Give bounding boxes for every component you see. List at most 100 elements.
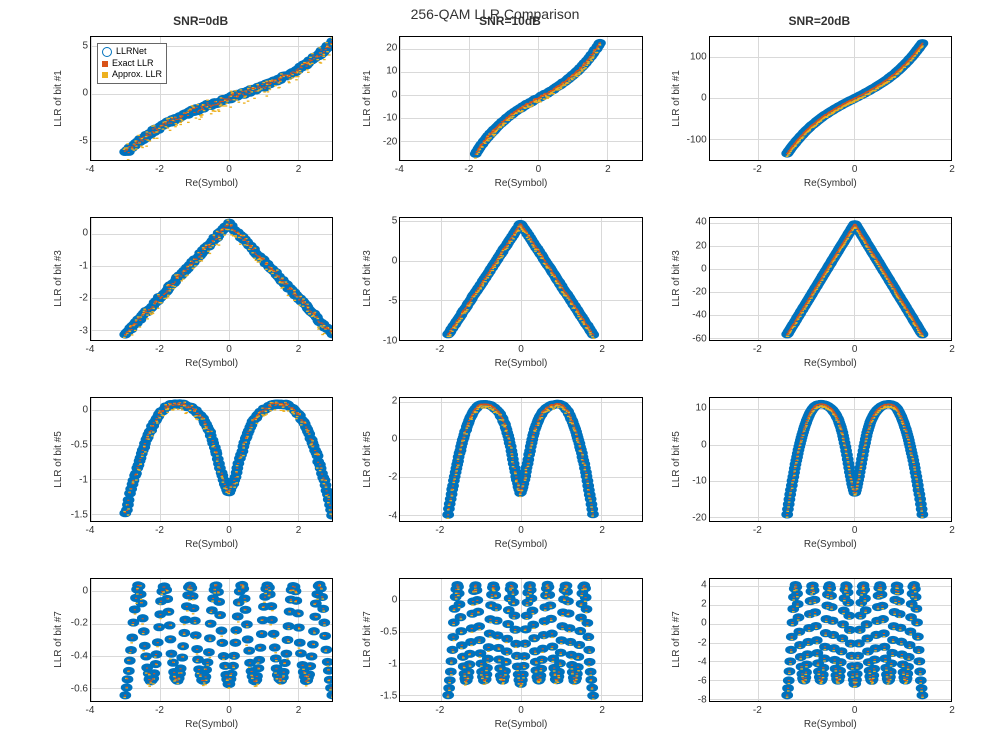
y-tick-label: -0.4 xyxy=(48,651,88,662)
legend-label: Exact LLR xyxy=(112,58,154,70)
y-tick-label: -3 xyxy=(48,326,88,337)
y-tick-label: 0 xyxy=(48,585,88,596)
legend-label: LLRNet xyxy=(116,46,147,58)
series-exact-llr xyxy=(124,221,332,335)
y-tick-label: -20 xyxy=(357,136,397,147)
legend-label: Approx. LLR xyxy=(112,69,162,81)
x-tick-label: -2 xyxy=(155,164,164,175)
y-tick-label: -10 xyxy=(357,113,397,124)
y-tick-label: -6 xyxy=(667,675,707,686)
y-tick-label: 0 xyxy=(667,618,707,629)
x-axis-label: Re(Symbol) xyxy=(399,358,642,369)
x-tick-label: 2 xyxy=(599,344,605,355)
x-axis-label: Re(Symbol) xyxy=(90,539,333,550)
y-tick-label: 5 xyxy=(357,215,397,226)
x-axis-label: Re(Symbol) xyxy=(399,719,642,730)
gridline-vertical xyxy=(951,218,952,341)
plot-area xyxy=(709,217,952,342)
subplot-grid: SNR=0dBLLR of bit #1LLRNetExact LLRAppro… xyxy=(60,32,960,732)
y-tick-label: 0 xyxy=(48,227,88,238)
panel-r1-c2: SNR=10dBLLR of bit #1-4-202-20-1001020Re… xyxy=(369,32,650,191)
x-tick-label: 2 xyxy=(296,164,302,175)
x-tick-label: 0 xyxy=(226,164,232,175)
y-tick-label: -0.5 xyxy=(357,626,397,637)
y-tick-label: -4 xyxy=(357,510,397,521)
series-llrnet xyxy=(122,402,333,518)
y-tick-label: -4 xyxy=(667,656,707,667)
x-tick-label: 0 xyxy=(518,705,524,716)
y-tick-label: 40 xyxy=(667,217,707,228)
plot-area xyxy=(399,578,642,703)
column-title: SNR=0dB xyxy=(60,14,341,28)
x-tick-label: 2 xyxy=(599,705,605,716)
y-tick-label: 4 xyxy=(667,580,707,591)
legend: LLRNetExact LLRApprox. LLR xyxy=(97,43,167,84)
gridline-vertical xyxy=(951,398,952,521)
y-tick-label: -20 xyxy=(667,512,707,523)
x-tick-label: 0 xyxy=(852,525,858,536)
y-tick-label: -100 xyxy=(667,134,707,145)
panel-r1-c1: SNR=0dBLLR of bit #1LLRNetExact LLRAppro… xyxy=(60,32,341,191)
x-tick-label: 0 xyxy=(226,344,232,355)
plot-area xyxy=(90,397,333,522)
x-tick-label: 0 xyxy=(852,705,858,716)
x-tick-label: 2 xyxy=(296,525,302,536)
scatter-svg xyxy=(400,398,641,521)
y-tick-label: 20 xyxy=(357,42,397,53)
y-tick-label: 0 xyxy=(357,434,397,445)
y-axis-label: LLR of bit #3 xyxy=(671,217,683,342)
series-llrnet xyxy=(122,220,333,335)
legend-item: LLRNet xyxy=(102,46,162,58)
plot-area xyxy=(399,36,642,161)
y-tick-label: 10 xyxy=(667,402,707,413)
y-tick-label: -1.5 xyxy=(357,690,397,701)
y-tick-label: 0 xyxy=(667,439,707,450)
legend-swatch-dot-icon xyxy=(102,61,108,67)
legend-swatch-dot-icon xyxy=(102,72,108,78)
y-tick-label: 0 xyxy=(357,255,397,266)
panel-r4-c3: LLR of bit #7-202-8-6-4-2024Re(Symbol) xyxy=(679,574,960,733)
plot-area xyxy=(709,397,952,522)
x-tick-label: 2 xyxy=(949,344,955,355)
x-tick-label: 2 xyxy=(296,705,302,716)
x-tick-label: -2 xyxy=(753,525,762,536)
column-title: SNR=20dB xyxy=(679,14,960,28)
legend-swatch-circle-icon xyxy=(102,47,112,57)
series-llrnet xyxy=(783,402,925,516)
series-exact-llr xyxy=(786,223,923,334)
x-axis-label: Re(Symbol) xyxy=(709,178,952,189)
y-tick-label: -1 xyxy=(357,658,397,669)
plot-area xyxy=(399,217,642,342)
scatter-svg xyxy=(400,218,641,341)
scatter-svg xyxy=(91,218,332,341)
y-tick-label: 5 xyxy=(48,40,88,51)
y-axis-label: LLR of bit #5 xyxy=(52,397,64,522)
x-tick-label: -2 xyxy=(464,164,473,175)
x-tick-label: 2 xyxy=(949,705,955,716)
y-tick-label: 2 xyxy=(667,599,707,610)
plot-area xyxy=(399,397,642,522)
y-tick-label: 0 xyxy=(48,404,88,415)
scatter-svg xyxy=(400,579,641,702)
series-exact-llr xyxy=(786,403,923,515)
x-tick-label: -4 xyxy=(395,164,404,175)
gridline-vertical xyxy=(951,37,952,160)
series-llrnet xyxy=(445,402,597,517)
y-tick-label: -60 xyxy=(667,333,707,344)
x-tick-label: 2 xyxy=(599,525,605,536)
y-tick-label: 10 xyxy=(357,66,397,77)
panel-r1-c3: SNR=20dBLLR of bit #1-202-1000100Re(Symb… xyxy=(679,32,960,191)
series-approx-llr xyxy=(447,225,595,339)
y-tick-label: -2 xyxy=(667,637,707,648)
x-tick-label: 0 xyxy=(852,164,858,175)
y-tick-label: -2 xyxy=(357,472,397,483)
plot-area xyxy=(709,36,952,161)
y-tick-label: 2 xyxy=(357,395,397,406)
scatter-svg xyxy=(710,579,951,702)
x-tick-label: -4 xyxy=(86,525,95,536)
gridline-vertical xyxy=(951,579,952,702)
legend-item: Exact LLR xyxy=(102,58,162,70)
y-tick-label: -0.5 xyxy=(48,439,88,450)
y-tick-label: 0 xyxy=(667,263,707,274)
x-tick-label: -4 xyxy=(86,344,95,355)
